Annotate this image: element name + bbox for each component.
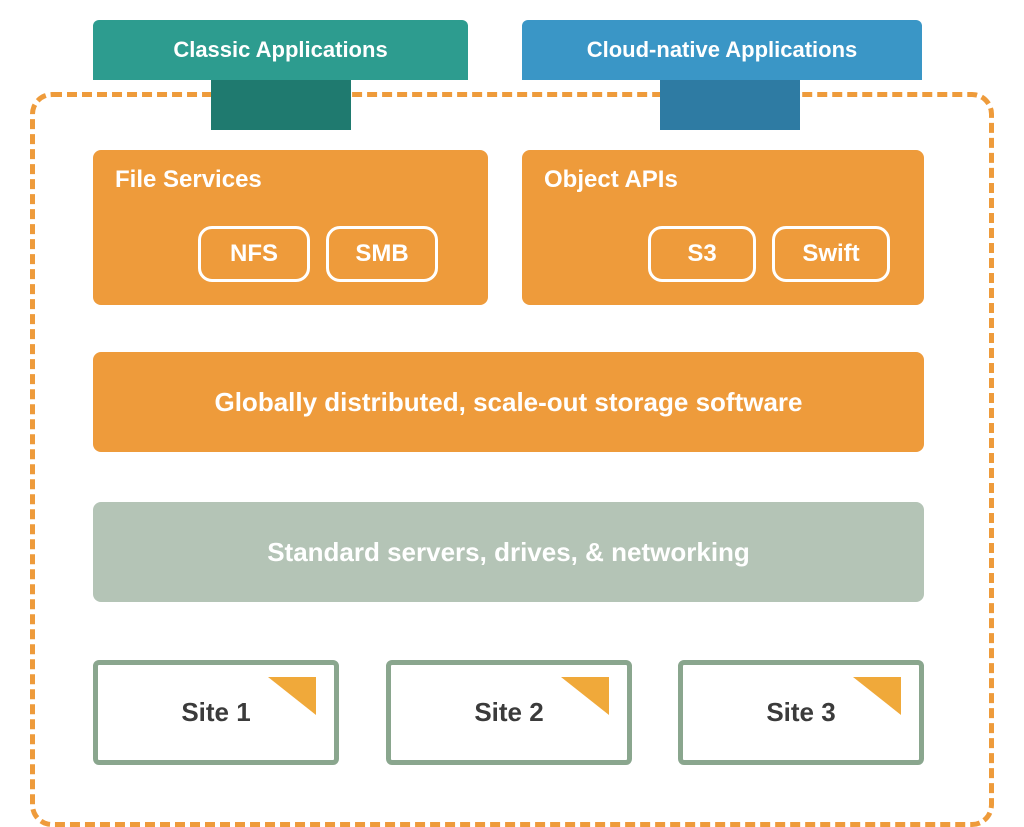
chip-swift: Swift <box>772 226 890 282</box>
site-label: Site 1 <box>181 697 250 728</box>
site-box-1: Site 1 <box>93 660 339 765</box>
chip-nfs: NFS <box>198 226 310 282</box>
tab-cloud-label: Cloud-native Applications <box>587 37 858 63</box>
site-label: Site 2 <box>474 697 543 728</box>
site-box-2: Site 2 <box>386 660 632 765</box>
storage-software-label: Globally distributed, scale-out storage … <box>214 387 802 418</box>
chips-file-services: NFS SMB <box>198 226 438 282</box>
chip-s3: S3 <box>648 226 756 282</box>
servers-label: Standard servers, drives, & networking <box>267 537 750 568</box>
site-box-3: Site 3 <box>678 660 924 765</box>
site-label: Site 3 <box>766 697 835 728</box>
site-triangle-icon <box>561 677 609 715</box>
file-services-title: File Services <box>115 166 262 194</box>
object-apis-title: Object APIs <box>544 166 678 194</box>
bar-servers: Standard servers, drives, & networking <box>93 502 924 602</box>
tab-classic-applications: Classic Applications <box>93 20 468 80</box>
chip-smb: SMB <box>326 226 438 282</box>
site-triangle-icon <box>268 677 316 715</box>
chips-object-apis: S3 Swift <box>648 226 890 282</box>
connector-cloud <box>660 80 800 130</box>
diagram-canvas: Classic Applications Cloud-native Applic… <box>0 0 1024 827</box>
bar-storage-software: Globally distributed, scale-out storage … <box>93 352 924 452</box>
connector-classic <box>211 80 351 130</box>
site-triangle-icon <box>853 677 901 715</box>
tab-classic-label: Classic Applications <box>173 37 387 63</box>
tab-cloud-native-applications: Cloud-native Applications <box>522 20 922 80</box>
